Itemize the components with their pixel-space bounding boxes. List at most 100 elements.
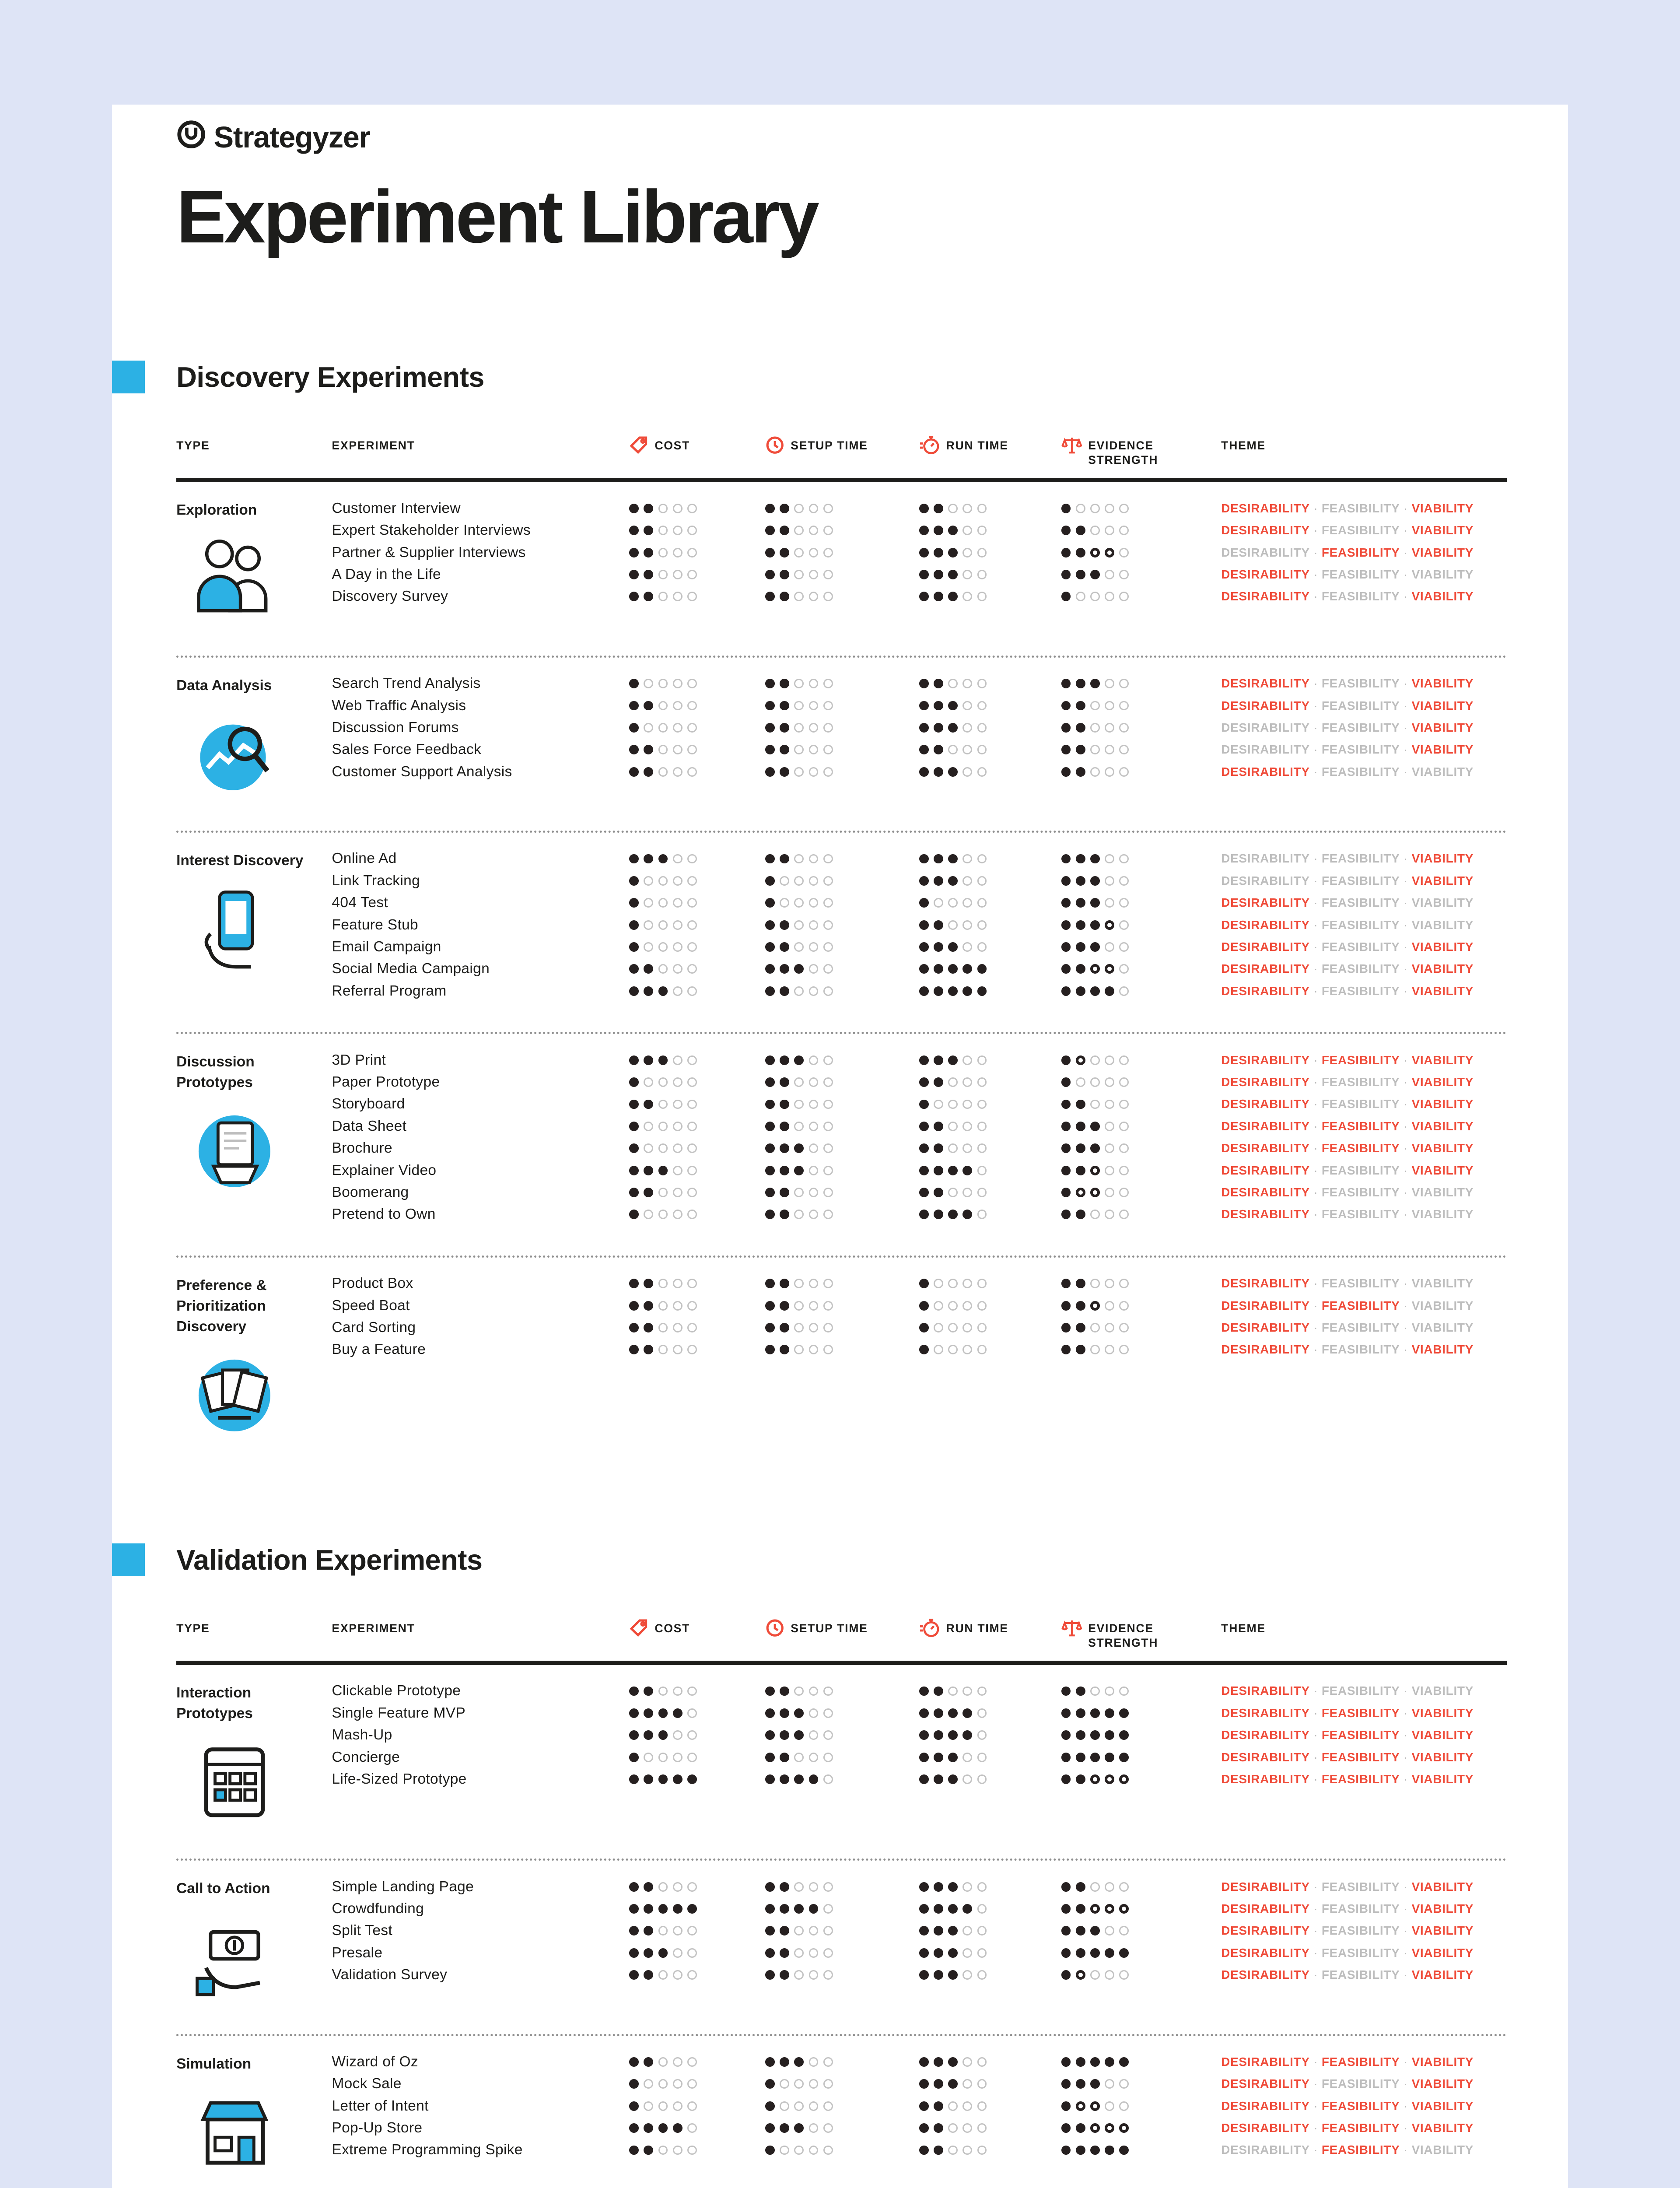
experiment-row: Link Tracking DESIRABILITY · FEASIBILITY · VI… xyxy=(332,870,1506,892)
empty-dot-icon xyxy=(962,526,973,536)
theme-viability: VIABILITY xyxy=(1411,2077,1474,2091)
device-grid-icon xyxy=(176,1736,332,1829)
cost-rating xyxy=(629,503,765,513)
filled-dot-icon xyxy=(765,986,775,996)
theme-viability: VIABILITY xyxy=(1411,1276,1474,1290)
empty-dot-icon xyxy=(1090,1077,1100,1087)
theme-separator: · xyxy=(1313,1902,1318,1915)
theme-feasibility: FEASIBILITY xyxy=(1321,698,1400,712)
empty-dot-icon xyxy=(1104,1926,1114,1936)
empty-dot-icon xyxy=(823,1279,833,1289)
filled-dot-icon xyxy=(644,1904,654,1914)
section-accent-square xyxy=(112,1543,145,1577)
type-cell: Preference & Prioritization Discovery xyxy=(176,1273,332,1442)
empty-dot-icon xyxy=(962,1279,973,1289)
filled-dot-icon xyxy=(1061,1077,1071,1087)
empty-dot-icon xyxy=(823,592,833,602)
empty-dot-icon xyxy=(658,592,668,602)
theme-feasibility: FEASIBILITY xyxy=(1321,896,1400,910)
empty-dot-icon xyxy=(977,1099,987,1109)
theme-viability: VIABILITY xyxy=(1411,984,1474,998)
setup-time-rating xyxy=(765,1882,919,1892)
filled-dot-icon xyxy=(658,1774,668,1784)
empty-dot-icon xyxy=(644,1077,654,1087)
empty-dot-icon xyxy=(823,1055,833,1065)
filled-dot-icon xyxy=(644,503,654,513)
column-cost: COST xyxy=(629,435,765,459)
empty-dot-icon xyxy=(823,1323,833,1332)
theme-desirability: DESIRABILITY xyxy=(1221,1119,1310,1133)
group-rows: Simple Landing Page DESIRABILITY · FEASIBIL… xyxy=(332,1876,1506,2004)
filled-dot-icon xyxy=(1075,1752,1085,1762)
empty-dot-icon xyxy=(687,526,697,536)
run-time-rating xyxy=(919,1926,1061,1936)
filled-dot-icon xyxy=(629,1730,639,1740)
group-rows: Customer Interview DESIRABILITY · FEASIBILI… xyxy=(332,498,1506,626)
filled-dot-icon xyxy=(765,767,775,777)
theme-separator: · xyxy=(1404,1207,1408,1221)
filled-dot-icon xyxy=(1075,898,1085,908)
theme-feasibility: FEASIBILITY xyxy=(1321,2121,1400,2135)
empty-dot-icon xyxy=(948,2101,958,2111)
theme-viability: VIABILITY xyxy=(1411,918,1474,932)
filled-dot-icon xyxy=(919,1686,929,1696)
theme-separator: · xyxy=(1404,962,1408,976)
empty-dot-icon xyxy=(672,570,682,579)
empty-dot-icon xyxy=(687,722,697,733)
theme-desirability: DESIRABILITY xyxy=(1221,1097,1310,1111)
setup-time-rating xyxy=(765,570,919,579)
filled-dot-icon xyxy=(919,1099,929,1109)
empty-dot-icon xyxy=(672,679,682,689)
filled-dot-icon xyxy=(629,526,639,536)
empty-dot-icon xyxy=(644,1210,654,1220)
empty-dot-icon xyxy=(687,854,697,864)
empty-dot-icon xyxy=(977,920,987,930)
theme-tags: DESIRABILITY · FEASIBILITY · VIABILITY xyxy=(1221,2143,1507,2157)
run-time-rating xyxy=(919,1970,1061,1980)
empty-dot-icon xyxy=(672,1752,682,1762)
filled-dot-icon xyxy=(780,1345,790,1355)
theme-feasibility: FEASIBILITY xyxy=(1321,677,1400,691)
theme-tags: DESIRABILITY · FEASIBILITY · VIABILITY xyxy=(1221,1706,1507,1720)
theme-feasibility: FEASIBILITY xyxy=(1321,962,1400,976)
filled-dot-icon xyxy=(1075,986,1085,996)
filled-dot-icon xyxy=(780,1099,790,1109)
filled-dot-icon xyxy=(919,1948,929,1958)
filled-dot-icon xyxy=(962,1210,973,1220)
empty-dot-icon xyxy=(977,1055,987,1065)
filled-dot-icon xyxy=(1075,526,1085,536)
empty-dot-icon xyxy=(948,1121,958,1131)
empty-dot-icon xyxy=(823,1708,833,1718)
filled-dot-icon xyxy=(948,1210,958,1220)
run-time-rating xyxy=(919,1752,1061,1762)
setup-time-rating xyxy=(765,1686,919,1696)
empty-dot-icon xyxy=(977,1708,987,1718)
empty-dot-icon xyxy=(794,701,804,711)
experiment-row: Pretend to Own DESIRABILITY · FEASIBILITY · V… xyxy=(332,1203,1506,1225)
theme-desirability: DESIRABILITY xyxy=(1221,764,1310,778)
column-cost: COST xyxy=(629,1618,765,1641)
theme-tags: DESIRABILITY · FEASIBILITY · VIABILITY xyxy=(1221,501,1507,515)
theme-feasibility: FEASIBILITY xyxy=(1321,1684,1400,1698)
theme-separator: · xyxy=(1313,1119,1318,1133)
type-cell: Exploration xyxy=(176,498,332,626)
filled-dot-icon xyxy=(1061,876,1071,886)
empty-dot-icon xyxy=(794,745,804,755)
empty-dot-icon xyxy=(687,920,697,930)
run-time-icon xyxy=(919,1618,940,1641)
empty-dot-icon xyxy=(962,1882,973,1892)
cost-rating xyxy=(629,1055,765,1065)
theme-separator: · xyxy=(1313,589,1318,603)
run-time-icon xyxy=(919,435,940,459)
column-setup-time-label: SETUP TIME xyxy=(791,438,868,452)
cost-rating xyxy=(629,1345,765,1355)
empty-dot-icon xyxy=(948,1143,958,1154)
empty-dot-icon xyxy=(687,942,697,952)
theme-desirability: DESIRABILITY xyxy=(1221,2055,1310,2069)
filled-dot-icon xyxy=(1104,986,1114,996)
filled-dot-icon xyxy=(780,920,790,930)
filled-dot-icon xyxy=(1075,1323,1085,1332)
evidence-strength-rating xyxy=(1061,1970,1222,1980)
empty-dot-icon xyxy=(977,2145,987,2155)
theme-separator: · xyxy=(1313,896,1318,910)
